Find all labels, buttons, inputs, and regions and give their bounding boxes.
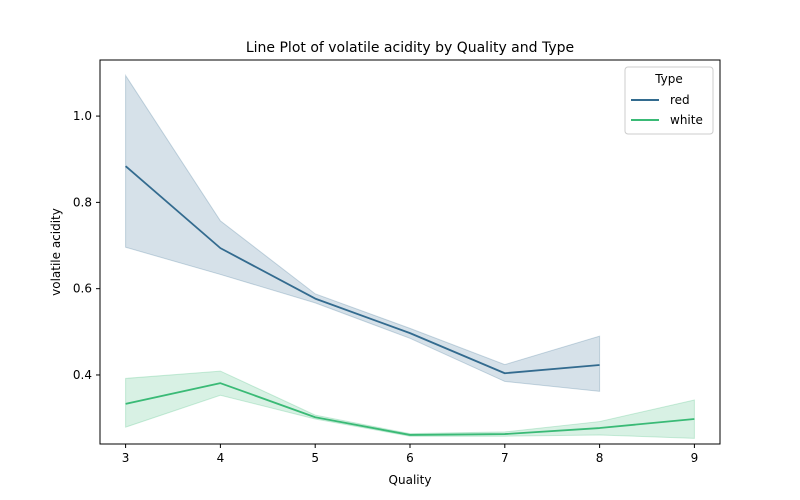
series-line-red bbox=[125, 165, 600, 375]
legend-box bbox=[624, 66, 714, 135]
y-axis-ticks: 0.4 0.6 0.8 1.0 bbox=[73, 109, 100, 382]
chart-title: Line Plot of volatile acidity by Quality… bbox=[246, 40, 574, 56]
x-tick-label: 4 bbox=[217, 451, 225, 465]
x-tick-label: 7 bbox=[501, 451, 509, 465]
x-tick-label: 8 bbox=[596, 451, 604, 465]
series-lines bbox=[125, 165, 695, 436]
ci-band-white bbox=[125, 370, 695, 439]
y-axis-label: volatile acidity bbox=[49, 208, 63, 296]
y-tick-label: 1.0 bbox=[73, 109, 92, 123]
legend-label-white: white bbox=[670, 113, 703, 127]
x-tick-label: 3 bbox=[122, 451, 130, 465]
legend: Type red white bbox=[624, 66, 714, 135]
x-tick-label: 6 bbox=[406, 451, 414, 465]
x-tick-label: 5 bbox=[311, 451, 319, 465]
x-tick-label: 9 bbox=[691, 451, 699, 465]
x-axis-label: Quality bbox=[389, 473, 432, 487]
y-tick-label: 0.8 bbox=[73, 195, 92, 209]
y-tick-label: 0.6 bbox=[73, 282, 92, 296]
legend-title: Type bbox=[654, 72, 683, 86]
x-axis-ticks: 3 4 5 6 7 8 9 bbox=[122, 444, 698, 465]
legend-label-red: red bbox=[670, 93, 690, 107]
confidence-bands bbox=[125, 73, 695, 439]
ci-band-red bbox=[125, 73, 601, 392]
y-tick-label: 0.4 bbox=[73, 368, 92, 382]
